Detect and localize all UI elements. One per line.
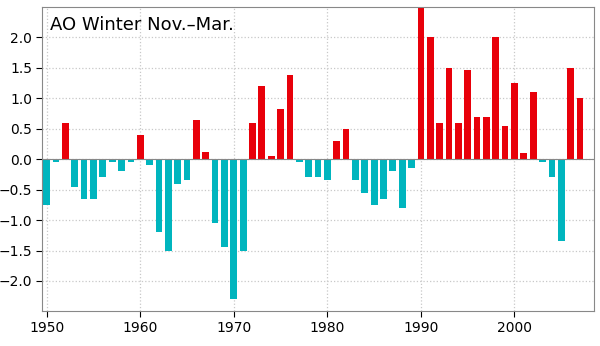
Bar bbox=[502, 126, 508, 159]
Bar bbox=[259, 86, 265, 159]
Bar bbox=[90, 159, 97, 199]
Bar bbox=[371, 159, 377, 205]
Bar bbox=[146, 159, 153, 165]
Bar bbox=[483, 117, 490, 159]
Bar bbox=[436, 122, 443, 159]
Bar bbox=[314, 159, 322, 177]
Bar bbox=[539, 159, 546, 162]
Bar bbox=[268, 156, 275, 159]
Bar bbox=[277, 109, 284, 159]
Bar bbox=[361, 159, 368, 193]
Bar bbox=[530, 92, 536, 159]
Bar bbox=[455, 122, 462, 159]
Bar bbox=[324, 159, 331, 181]
Bar bbox=[296, 159, 302, 162]
Bar bbox=[221, 159, 228, 247]
Bar bbox=[81, 159, 88, 199]
Bar bbox=[128, 159, 134, 162]
Bar bbox=[408, 159, 415, 168]
Text: AO Winter Nov.–Mar.: AO Winter Nov.–Mar. bbox=[50, 16, 234, 34]
Bar bbox=[249, 122, 256, 159]
Bar bbox=[287, 75, 293, 159]
Bar bbox=[53, 159, 59, 162]
Bar bbox=[511, 83, 518, 159]
Bar bbox=[520, 153, 527, 159]
Bar bbox=[193, 120, 200, 159]
Bar bbox=[43, 159, 50, 205]
Bar bbox=[389, 159, 396, 171]
Bar bbox=[165, 159, 172, 251]
Bar bbox=[464, 70, 471, 159]
Bar bbox=[380, 159, 387, 199]
Bar bbox=[71, 159, 78, 186]
Bar bbox=[109, 159, 116, 162]
Bar bbox=[62, 122, 69, 159]
Bar bbox=[334, 141, 340, 159]
Bar bbox=[548, 159, 555, 177]
Bar bbox=[473, 117, 481, 159]
Bar bbox=[399, 159, 406, 208]
Bar bbox=[118, 159, 125, 171]
Bar bbox=[305, 159, 312, 177]
Bar bbox=[446, 68, 452, 159]
Bar bbox=[352, 159, 359, 181]
Bar bbox=[155, 159, 163, 232]
Bar bbox=[240, 159, 247, 251]
Bar bbox=[137, 135, 143, 159]
Bar bbox=[100, 159, 106, 177]
Bar bbox=[577, 98, 583, 159]
Bar bbox=[558, 159, 565, 242]
Bar bbox=[230, 159, 237, 299]
Bar bbox=[202, 152, 209, 159]
Bar bbox=[427, 37, 434, 159]
Bar bbox=[174, 159, 181, 183]
Bar bbox=[343, 129, 349, 159]
Bar bbox=[567, 68, 574, 159]
Bar bbox=[184, 159, 190, 181]
Bar bbox=[212, 159, 218, 223]
Bar bbox=[493, 37, 499, 159]
Bar bbox=[418, 7, 424, 159]
